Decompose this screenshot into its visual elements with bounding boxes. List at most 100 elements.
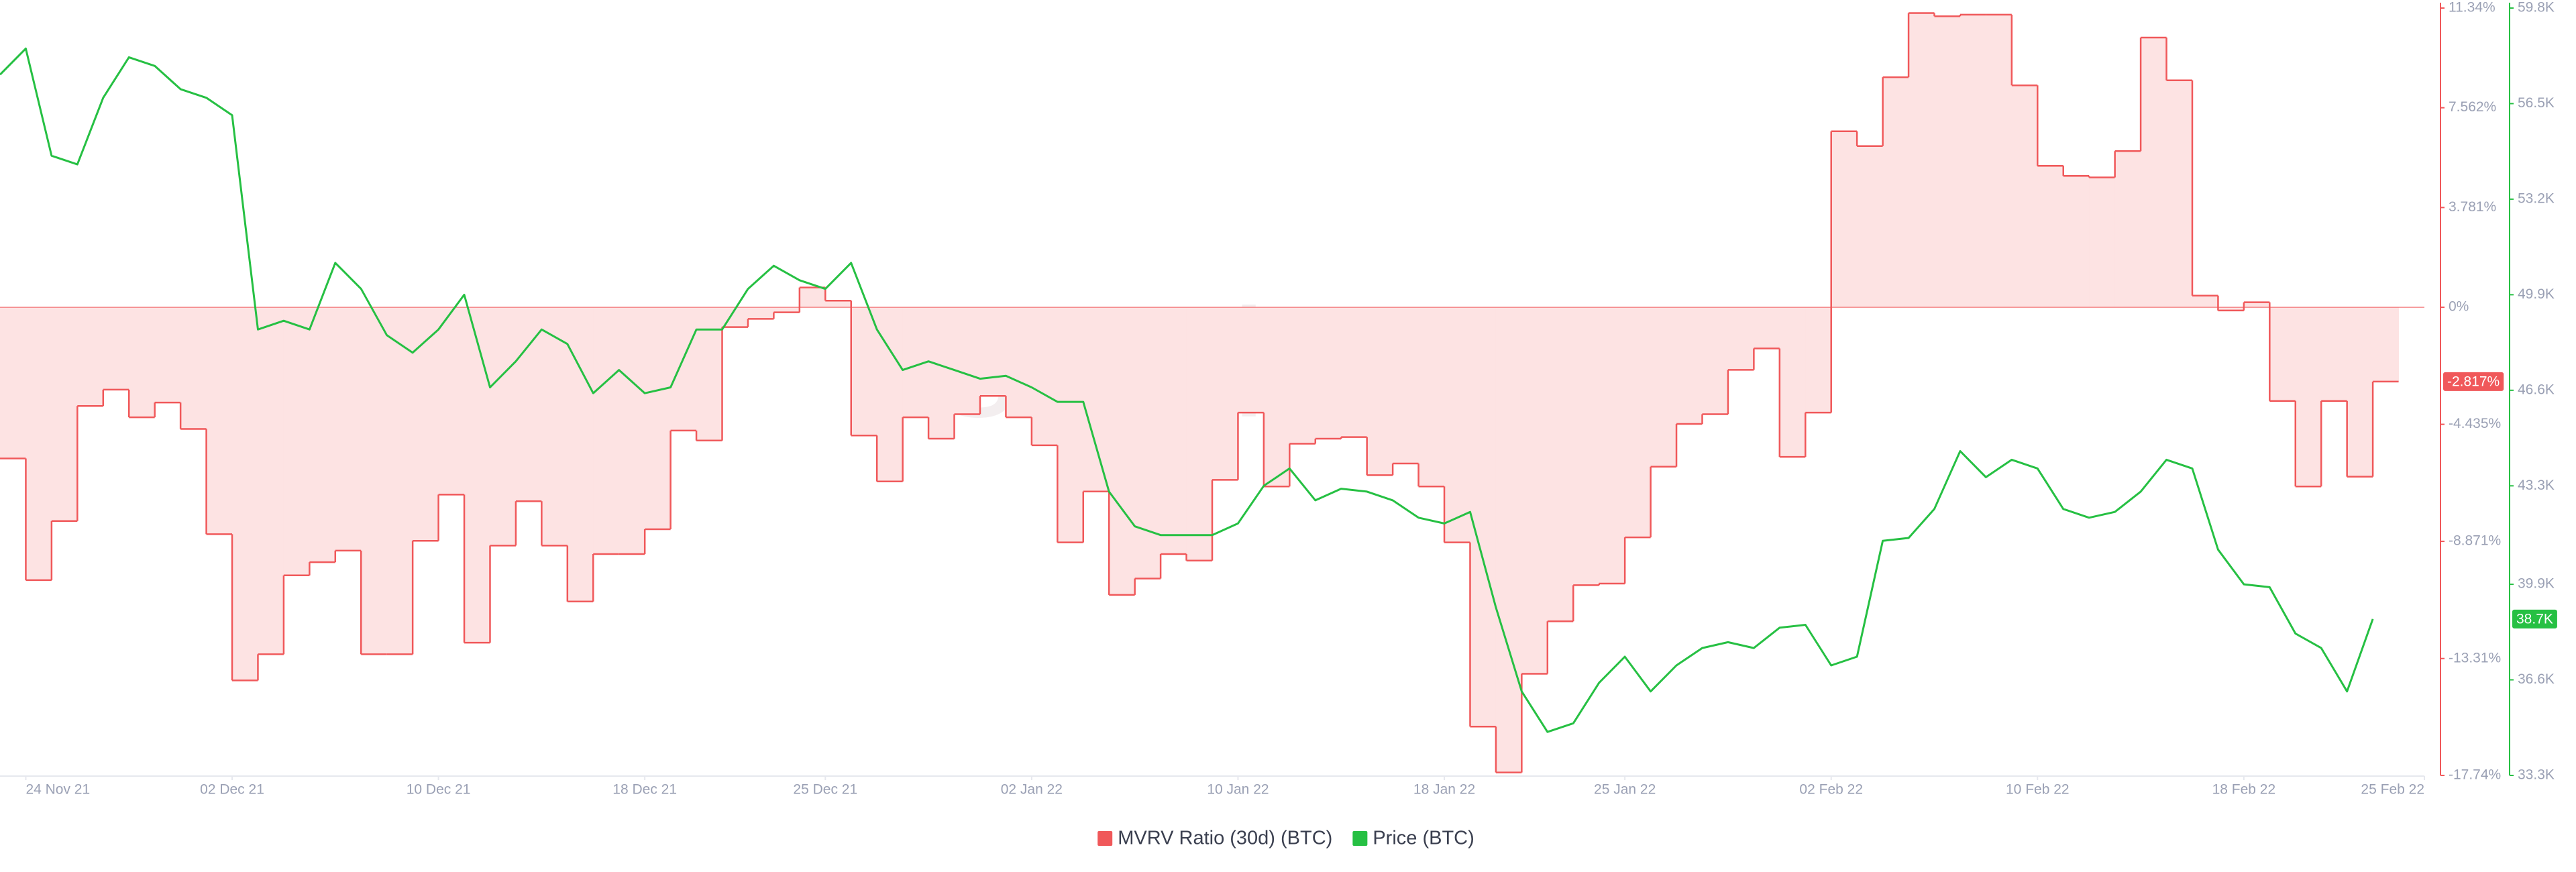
mvrv-area <box>1470 307 1497 727</box>
y-tick-label: 7.562% <box>2449 99 2496 115</box>
mvrv-area <box>361 307 388 655</box>
y-tick-label: -4.435% <box>2449 416 2501 431</box>
y-tick-label: 33.3K <box>2518 767 2555 783</box>
mvrv-area <box>1986 14 2012 308</box>
mvrv-area <box>1754 307 1780 349</box>
mvrv-area <box>2347 307 2373 477</box>
mvrv-area <box>25 307 52 580</box>
y-tick-label: 43.3K <box>2518 478 2555 493</box>
mvrv-area <box>77 307 104 406</box>
mvrv-area <box>1083 307 1110 492</box>
mvrv-area <box>206 307 233 535</box>
mvrv-area <box>851 307 877 436</box>
mvrv-area <box>696 307 723 441</box>
mvrv-area <box>1315 307 1342 439</box>
mvrv-area <box>1702 307 1729 415</box>
x-tick-label: 02 Jan 22 <box>1001 782 1063 798</box>
mvrv-area <box>309 307 336 563</box>
mvrv-area <box>747 307 774 319</box>
mvrv-area <box>825 301 852 308</box>
mvrv-area <box>438 307 465 495</box>
mvrv-area <box>1341 307 1368 437</box>
mvrv-area <box>1393 307 1419 464</box>
mvrv-area <box>1212 307 1238 480</box>
mvrv-area <box>2373 307 2400 382</box>
mvrv-area <box>567 307 594 602</box>
x-tick-label: 25 Jan 22 <box>1594 782 1656 798</box>
x-tick-label: 18 Jan 22 <box>1413 782 1475 798</box>
mvrv-area <box>2192 295 2218 308</box>
mvrv-area <box>877 307 904 482</box>
mvrv-area <box>954 307 981 415</box>
mvrv-area <box>1779 307 1806 457</box>
mvrv-area <box>515 307 542 502</box>
mvrv-area <box>1960 14 1986 308</box>
mvrv-area <box>129 307 156 418</box>
x-tick-label: 10 Jan 22 <box>1207 782 1269 798</box>
mvrv-area <box>670 307 697 431</box>
mvrv-area <box>619 307 645 554</box>
mvrv-area <box>2011 85 2038 308</box>
mvrv-area <box>1444 307 1470 543</box>
mvrv-area <box>1857 146 1884 308</box>
x-tick-label: 18 Feb 22 <box>2212 782 2276 798</box>
mvrv-area <box>1263 307 1290 487</box>
mvrv-area <box>1289 307 1316 444</box>
mvrv-area <box>1495 307 1522 773</box>
mvrv-area <box>1805 307 1832 413</box>
x-tick-label: 10 Dec 21 <box>407 782 471 798</box>
y-tick-label: 11.34% <box>2449 0 2496 15</box>
mvrv-area <box>979 307 1006 396</box>
y-tick-label: 0% <box>2449 299 2469 315</box>
mvrv-area <box>2243 302 2270 308</box>
y-tick-label: 53.2K <box>2518 190 2555 206</box>
mvrv-area <box>541 307 568 546</box>
mvrv-area <box>928 307 955 439</box>
mvrv-area <box>2269 307 2296 401</box>
mvrv-area <box>1006 307 1032 418</box>
mvrv-area <box>51 307 78 521</box>
mvrv-area <box>799 287 826 308</box>
mvrv-area <box>1134 307 1161 579</box>
mvrv-area <box>1161 307 1187 554</box>
mvrv-area <box>1366 307 1393 476</box>
mvrv-area <box>2114 151 2141 308</box>
mvrv-area <box>1909 13 1935 308</box>
mvrv-area <box>2295 307 2322 487</box>
legend-label: Price (BTC) <box>1373 828 1474 849</box>
mvrv-area <box>1238 307 1265 413</box>
mvrv-area <box>2063 176 2090 308</box>
y-tick-label: -8.871% <box>2449 533 2501 549</box>
mvrv-area <box>2218 307 2245 311</box>
mvrv-area <box>593 307 620 554</box>
mvrv-area <box>1109 307 1136 595</box>
mvrv-area <box>2166 80 2193 308</box>
mvrv-area <box>1521 307 1548 674</box>
mvrv-area <box>180 307 207 429</box>
mvrv-area <box>232 307 258 681</box>
y-tick-label: 3.781% <box>2449 199 2496 215</box>
x-tick-label: 25 Dec 21 <box>793 782 857 798</box>
mvrv-area <box>1599 307 1625 584</box>
mvrv-area <box>154 307 181 403</box>
mvrv-area <box>645 307 672 529</box>
mvrv-area <box>1831 131 1858 308</box>
mvrv-area <box>386 307 413 655</box>
x-tick-label: 25 Feb 22 <box>2361 782 2424 798</box>
y-tick-label: 39.9K <box>2518 576 2555 592</box>
mvrv-area <box>2037 166 2064 308</box>
y-tick-label: -13.31% <box>2449 650 2501 665</box>
current-value-label: -2.817% <box>2447 374 2500 389</box>
x-tick-label: 02 Feb 22 <box>1799 782 1863 798</box>
mvrv-series <box>0 12 2424 773</box>
x-tick-label: 24 Nov 21 <box>25 782 90 798</box>
mvrv-step-riser <box>25 13 2374 773</box>
mvrv-area <box>335 307 362 551</box>
mvrv-area <box>1934 16 1961 308</box>
mvrv-area <box>103 307 129 390</box>
y-tick-label: -17.74% <box>2449 767 2501 783</box>
mvrv-area <box>0 307 26 459</box>
mvrv-area <box>283 307 310 576</box>
legend-swatch <box>1097 831 1113 846</box>
